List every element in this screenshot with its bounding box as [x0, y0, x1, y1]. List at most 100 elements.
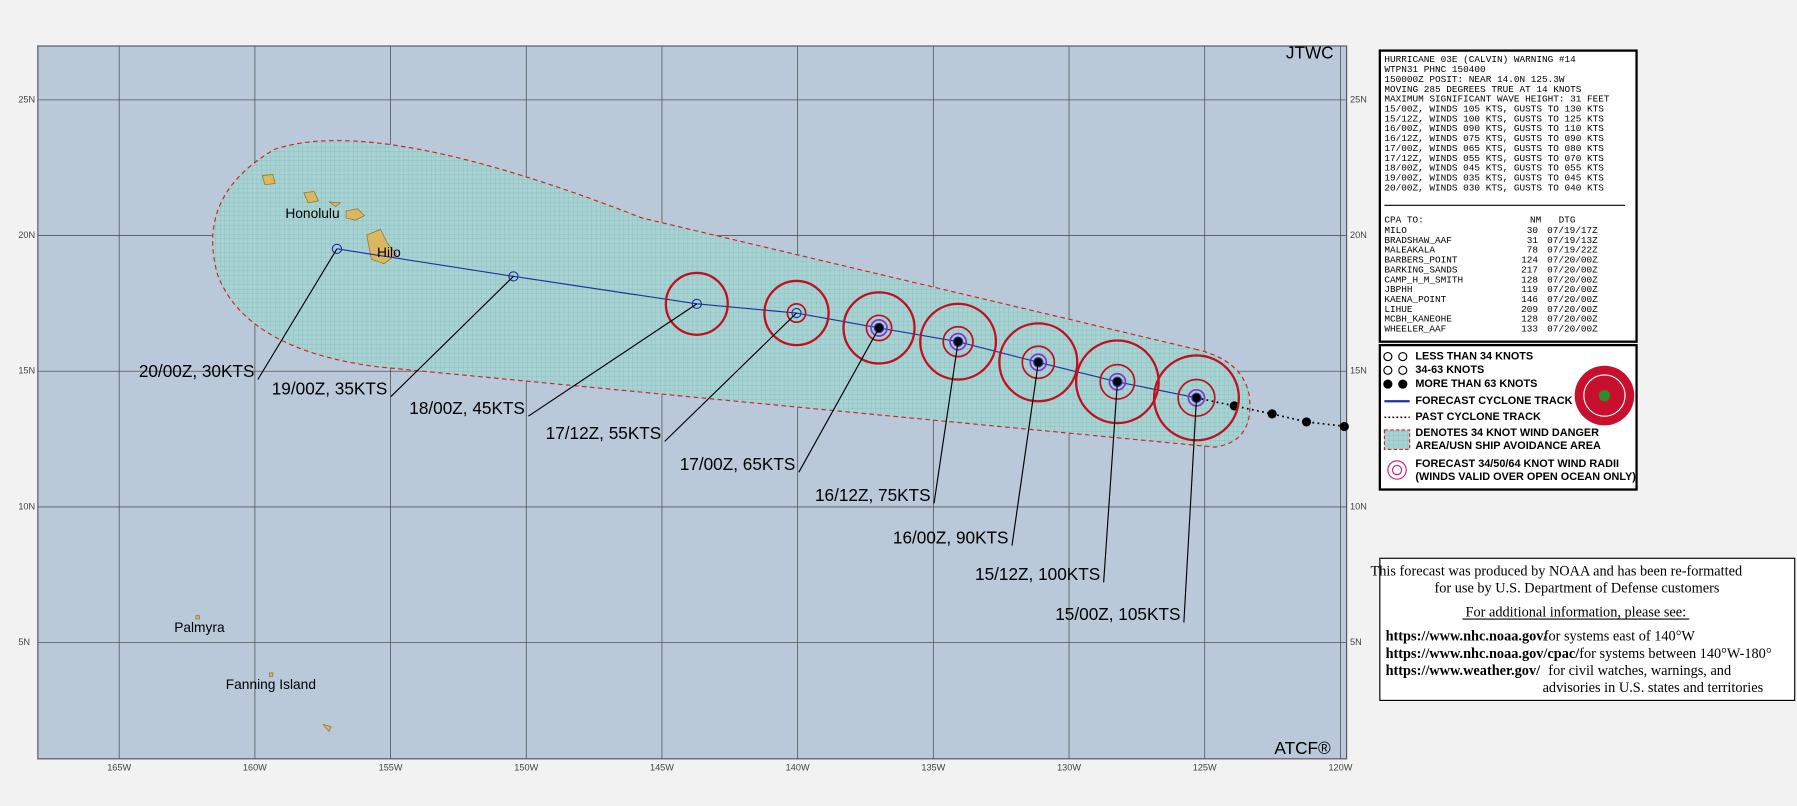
- lon-label: 135W: [921, 762, 945, 772]
- legend-item: DENOTES 34 KNOT WIND DANGER: [1415, 427, 1599, 439]
- cpa-nm: 217: [1521, 264, 1538, 275]
- leader: [390, 275, 514, 398]
- past-position: [1339, 421, 1349, 432]
- cpa-name: MALEAKALA: [1384, 245, 1435, 256]
- wind-radius-34: [664, 271, 729, 336]
- lat-label: 15N: [18, 366, 35, 376]
- warning-line: 19/00Z, WINDS 035 KTS, GUSTS TO 045 KTS: [1384, 173, 1604, 184]
- wind-radius-50: [942, 325, 974, 358]
- lon-label: 155W: [379, 762, 403, 772]
- legend-item: AREA/USN SHIP AVOIDANCE AREA: [1415, 440, 1601, 452]
- cpa-dtg: 07/20/00Z: [1547, 264, 1598, 275]
- info-desc: for civil watches, warnings, and: [1548, 663, 1731, 679]
- lon-label: 150W: [514, 762, 538, 772]
- forecast-label: 18/00Z, 45KTS: [409, 398, 525, 418]
- cpa-dtg: 07/20/00Z: [1547, 314, 1598, 325]
- leader: [1183, 397, 1198, 623]
- cpa-name: WHEELER_AAF: [1384, 324, 1446, 335]
- wind-radius-34: [1152, 354, 1241, 442]
- legend-icons: [1383, 352, 1411, 480]
- wind-radius-50: [1099, 363, 1136, 400]
- wind-radius-50: [1021, 345, 1056, 380]
- cpa-nm: 124: [1521, 255, 1538, 266]
- lat-label: 5N: [1350, 637, 1362, 647]
- lat-label: 25N: [18, 94, 35, 104]
- wind-radius-34: [842, 291, 916, 365]
- legend-item: LESS THAN 34 KNOTS: [1415, 350, 1533, 362]
- cpa-header: CPA TO:: [1384, 215, 1423, 226]
- warning-line: MOVING 285 DEGREES TRUE AT 14 KNOTS: [1384, 84, 1581, 95]
- lon-label: 165W: [107, 762, 131, 772]
- past-position: [1267, 409, 1277, 419]
- cpa-nm: 119: [1521, 284, 1538, 295]
- forecast-label: 20/00Z, 30KTS: [139, 361, 255, 381]
- brand: ATCF®: [1274, 738, 1331, 758]
- cpa-dtg: 07/19/13Z: [1547, 235, 1598, 246]
- lat-label: 20N: [18, 230, 35, 240]
- lat-label: 10N: [1350, 501, 1367, 511]
- place-label: Fanning Island: [226, 677, 316, 692]
- cpa-nm: 128: [1521, 274, 1538, 285]
- cpa-name: CAMP_H_M_SMITH: [1384, 274, 1463, 285]
- forecast-label: 17/00Z, 65KTS: [680, 454, 796, 474]
- leader: [933, 341, 959, 504]
- lat-label: 25N: [1350, 94, 1367, 104]
- cpa-dtg: 07/19/17Z: [1547, 225, 1598, 236]
- warning-line: 18/00Z, WINDS 045 KTS, GUSTS TO 055 KTS: [1384, 163, 1604, 174]
- info-url: https://www.nhc.noaa.gov/: [1386, 629, 1549, 645]
- cpa-nm: 31: [1527, 235, 1539, 246]
- cpa-name: BRADSHAW_AAF: [1384, 235, 1452, 246]
- wind-radius-34: [763, 279, 830, 347]
- cpa-nm: 128: [1521, 314, 1538, 325]
- cpa-name: KAENA_POINT: [1384, 294, 1446, 305]
- forecast-label: 15/12Z, 100KTS: [975, 564, 1100, 584]
- wind-radius-64: [870, 319, 888, 337]
- warning-line: 15/00Z, WINDS 105 KTS, GUSTS TO 130 KTS: [1384, 104, 1604, 115]
- info-desc: for systems between 140°W-180°: [1579, 646, 1772, 662]
- cpa-dtg: 07/20/00Z: [1547, 255, 1598, 266]
- cpa-header: DTG: [1559, 215, 1576, 226]
- warning-line: 17/00Z, WINDS 065 KTS, GUSTS TO 080 KTS: [1384, 143, 1604, 154]
- position: [791, 307, 802, 319]
- cpa-dtg: 07/20/00Z: [1547, 294, 1598, 305]
- forecast-label: 16/12Z, 75KTS: [815, 485, 931, 505]
- forecast-label: 19/00Z, 35KTS: [272, 378, 388, 398]
- wind-radius-50: [1177, 378, 1216, 418]
- cpa-nm: 146: [1521, 294, 1538, 305]
- warning-line: MAXIMUM SIGNIFICANT WAVE HEIGHT: 31 FEET: [1384, 94, 1609, 105]
- info-url: https://www.weather.gov/: [1386, 663, 1542, 679]
- cpa-dtg: 07/20/00Z: [1547, 284, 1598, 295]
- leader: [528, 303, 698, 417]
- cpa-name: LIHUE: [1384, 304, 1413, 315]
- warning-line: 15/12Z, WINDS 100 KTS, GUSTS TO 125 KTS: [1384, 113, 1604, 124]
- info-line: advisories in U.S. states and territorie…: [1543, 680, 1764, 696]
- leader: [1103, 381, 1118, 583]
- info-line: For additional information, please see:: [1466, 605, 1687, 621]
- info-desc: for systems east of 140°W: [1544, 629, 1696, 645]
- position: [331, 243, 343, 255]
- warning-line: 16/00Z, WINDS 090 KTS, GUSTS TO 110 KTS: [1384, 123, 1604, 134]
- lon-label: 160W: [243, 762, 267, 772]
- legend-item: FORECAST 34/50/64 KNOT WIND RADII: [1415, 458, 1619, 470]
- place-label: Honolulu: [285, 206, 339, 221]
- cpa-name: MCBH_KANEOHE: [1384, 314, 1452, 325]
- lon-label: 125W: [1193, 762, 1217, 772]
- legend-item: MORE THAN 63 KNOTS: [1415, 378, 1537, 390]
- legend-item: (WINDS VALID OVER OPEN OCEAN ONLY): [1415, 471, 1636, 483]
- cpa-dtg: 07/20/00Z: [1547, 274, 1598, 285]
- position: [691, 298, 702, 310]
- info-box: [1379, 557, 1796, 701]
- cpa-name: MILO: [1384, 225, 1407, 236]
- lat-label: 20N: [1350, 230, 1367, 240]
- legend-item: PAST CYCLONE TRACK: [1415, 411, 1541, 423]
- legend-item: FORECAST CYCLONE TRACK: [1415, 395, 1572, 407]
- cpa-header: NM: [1530, 215, 1542, 226]
- warning-line: 20/00Z, WINDS 030 KTS, GUSTS TO 040 KTS: [1384, 182, 1604, 193]
- leader: [798, 327, 880, 473]
- cpa-nm: 30: [1527, 225, 1539, 236]
- wind-radius-64: [949, 332, 967, 351]
- info-line: This forecast was produced by NOAA and h…: [1371, 563, 1743, 579]
- cpa-nm: 78: [1527, 245, 1539, 256]
- forecast-label: 15/00Z, 105KTS: [1055, 604, 1180, 624]
